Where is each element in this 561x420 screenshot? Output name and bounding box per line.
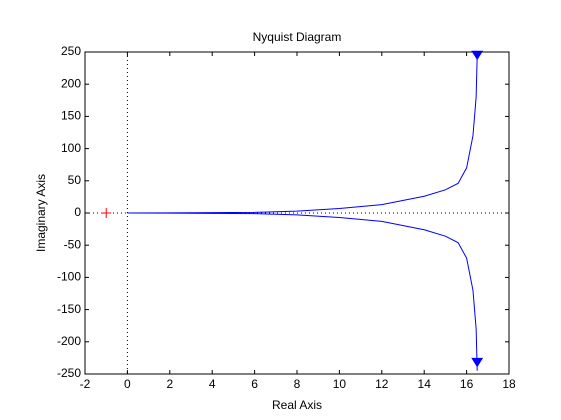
x-tick-label: 16	[460, 377, 474, 391]
x-tick-label: 6	[251, 377, 258, 391]
x-tick-label: 8	[294, 377, 301, 391]
y-tick-label: 200	[61, 76, 81, 90]
x-tick-label: 12	[375, 377, 389, 391]
x-tick-label: -2	[80, 377, 91, 391]
nyquist-curve	[127, 55, 478, 214]
nyquist-curve	[127, 212, 478, 371]
x-tick-label: 14	[418, 377, 432, 391]
y-tick-label: 150	[61, 109, 81, 123]
y-tick-label: 50	[68, 173, 82, 187]
y-tick-label: 250	[61, 44, 81, 58]
y-axis-label: Imaginary Axis	[34, 174, 48, 252]
chart-title: Nyquist Diagram	[253, 30, 342, 44]
direction-arrow	[471, 50, 484, 61]
x-tick-label: 2	[166, 377, 173, 391]
direction-arrow	[471, 357, 484, 368]
x-tick-label: 18	[502, 377, 516, 391]
y-tick-label: -250	[57, 366, 81, 380]
x-axis-label: Real Axis	[272, 398, 322, 412]
y-tick-label: 0	[74, 205, 81, 219]
x-tick-label: 0	[124, 377, 131, 391]
x-tick-label: 10	[333, 377, 347, 391]
y-tick-label: -150	[57, 302, 81, 316]
x-tick-label: 4	[209, 377, 216, 391]
critical-point	[101, 208, 112, 218]
y-tick-label: -50	[64, 237, 82, 251]
y-tick-label: -100	[57, 270, 81, 284]
y-tick-label: 100	[61, 141, 81, 155]
y-tick-label: -200	[57, 334, 81, 348]
